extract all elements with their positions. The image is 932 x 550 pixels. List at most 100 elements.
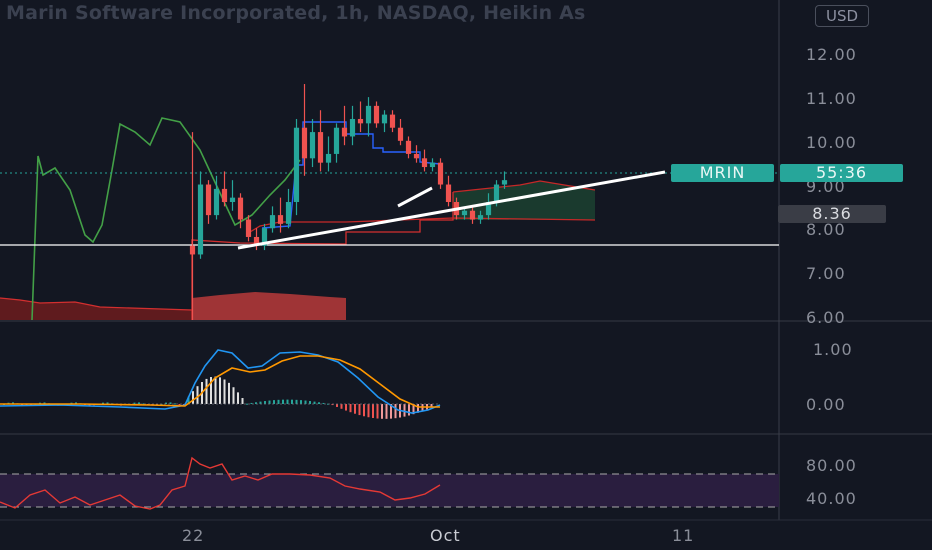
candle-body	[309, 132, 316, 159]
y-tick-label: 6.00	[806, 308, 846, 327]
macd-histogram-bar	[246, 403, 248, 405]
macd-histogram-bar	[345, 404, 347, 411]
macd-tick-label: 1.00	[813, 340, 853, 359]
candle-body	[349, 118, 356, 137]
macd-histogram-bar	[219, 377, 221, 404]
candle-body	[277, 215, 284, 224]
macd-histogram-bar	[403, 404, 406, 417]
candle-body	[485, 202, 492, 216]
candle-body	[301, 127, 308, 159]
macd-histogram-bar	[318, 402, 320, 404]
macd-histogram-bar	[178, 404, 181, 405]
candle-body	[501, 180, 508, 185]
macd-histogram-bar	[417, 404, 419, 413]
candle-body	[413, 153, 420, 159]
rsi-line	[0, 456, 441, 510]
macd-histogram-bar	[138, 402, 140, 404]
candle-body	[469, 210, 476, 220]
candle-body	[421, 158, 428, 168]
macd-signal-line	[0, 355, 440, 408]
macd-histogram-bar	[412, 404, 415, 415]
macd-histogram-bar	[205, 378, 208, 404]
candle-body	[405, 140, 412, 154]
macd-histogram-bar	[354, 404, 356, 414]
macd-histogram-bar	[165, 402, 167, 404]
lagging-span-line	[31, 117, 301, 321]
trendline-short	[397, 186, 433, 208]
macd-histogram-bar	[336, 404, 338, 407]
macd-histogram-bar	[196, 386, 199, 404]
macd-histogram-bar	[255, 402, 257, 404]
close-price-tag: 8.36	[778, 205, 886, 223]
y-tick-label: 10.00	[806, 133, 857, 152]
macd-histogram-bar	[174, 403, 176, 405]
macd-histogram-bar	[192, 391, 194, 404]
candle-body	[293, 127, 300, 203]
macd-histogram-bar	[277, 399, 280, 404]
macd-histogram-bar	[102, 402, 104, 404]
macd-histogram-bar	[273, 400, 275, 404]
y-tick-label: 8.00	[806, 220, 846, 239]
macd-histogram-bar	[223, 379, 226, 404]
candle-body	[381, 114, 388, 124]
chart-title: Marin Software Incorporated, 1h, NASDAQ,…	[6, 2, 586, 24]
macd-histogram-bar	[268, 400, 271, 404]
candle-body	[333, 127, 340, 154]
candle-body	[325, 153, 332, 163]
macd-histogram-bar	[43, 402, 46, 404]
macd-histogram-bar	[169, 402, 172, 404]
macd-histogram-bar	[376, 404, 379, 419]
candle-body	[397, 127, 404, 141]
candle-body	[317, 132, 324, 163]
macd-histogram-bar	[228, 382, 230, 404]
candle-body	[493, 184, 500, 203]
macd-histogram-bar	[264, 401, 266, 404]
ticker-price-tag: MRIN	[671, 164, 774, 182]
candle-body	[253, 236, 260, 246]
candle-body	[237, 197, 244, 220]
macd-histogram-bar	[295, 399, 298, 404]
currency-selector[interactable]: USD	[815, 5, 869, 27]
macd-line	[0, 349, 441, 414]
candle-body	[269, 215, 276, 229]
y-tick-label: 11.00	[806, 89, 857, 108]
macd-histogram-bar	[232, 387, 235, 404]
macd-histogram-bar	[210, 377, 212, 404]
x-tick-label: 22	[182, 526, 205, 545]
x-tick-label: Oct	[430, 526, 461, 545]
candle-body	[341, 127, 348, 137]
macd-histogram-bar	[381, 404, 383, 419]
candle-body	[445, 184, 452, 203]
macd-histogram-bar	[322, 402, 325, 404]
x-tick-label: 11	[672, 526, 695, 545]
macd-histogram-bar	[259, 401, 262, 404]
macd-histogram-bar	[250, 402, 253, 404]
macd-histogram-bar	[241, 398, 244, 404]
candle-body	[285, 202, 292, 224]
macd-histogram-bar	[358, 404, 361, 416]
rsi-tick-label: 80.00	[806, 456, 857, 475]
candle-body	[221, 188, 228, 203]
span-line-red	[191, 192, 454, 320]
candle-body	[357, 118, 364, 124]
macd-histogram-bar	[142, 403, 145, 405]
candle-body	[205, 184, 212, 216]
candle-body	[461, 210, 468, 216]
rsi-tick-label: 40.00	[806, 489, 857, 508]
candle-body	[245, 219, 252, 237]
candle-body	[429, 162, 436, 168]
trendline-main	[237, 170, 666, 250]
macd-histogram-bar	[187, 396, 190, 404]
candle-body	[229, 197, 236, 203]
macd-histogram-bar	[372, 404, 374, 418]
macd-histogram-bar	[214, 376, 217, 404]
candle-body	[189, 245, 196, 255]
macd-histogram-bar	[340, 404, 343, 409]
y-tick-label: 12.00	[806, 45, 857, 64]
cloud-area-red	[0, 298, 192, 320]
macd-histogram-bar	[430, 404, 433, 408]
macd-histogram-bar	[286, 399, 289, 404]
macd-histogram-bar	[363, 404, 365, 417]
cloud-line	[452, 180, 596, 193]
